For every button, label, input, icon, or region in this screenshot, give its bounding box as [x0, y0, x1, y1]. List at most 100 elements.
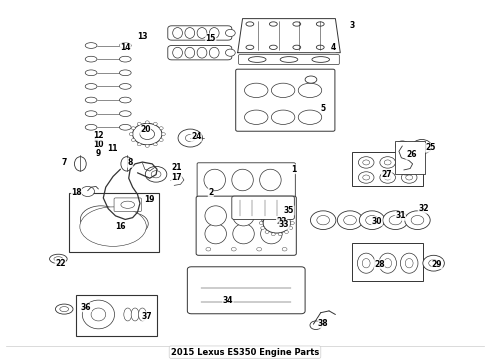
Ellipse shape: [270, 22, 277, 26]
Ellipse shape: [317, 22, 324, 26]
Circle shape: [131, 127, 135, 130]
Circle shape: [137, 143, 141, 146]
Ellipse shape: [246, 22, 254, 26]
Ellipse shape: [85, 111, 97, 117]
Ellipse shape: [362, 258, 370, 268]
Circle shape: [261, 217, 265, 220]
Circle shape: [146, 121, 149, 124]
Text: 7: 7: [62, 158, 67, 167]
Ellipse shape: [80, 207, 147, 246]
Ellipse shape: [380, 157, 395, 168]
Ellipse shape: [225, 30, 235, 37]
Ellipse shape: [49, 254, 67, 264]
Ellipse shape: [80, 206, 122, 233]
Text: 11: 11: [107, 144, 117, 153]
Text: 29: 29: [432, 260, 442, 269]
Text: 28: 28: [374, 260, 385, 269]
Ellipse shape: [271, 110, 295, 125]
Ellipse shape: [401, 172, 417, 183]
Ellipse shape: [185, 134, 195, 141]
Ellipse shape: [120, 42, 131, 48]
Circle shape: [131, 139, 135, 141]
Ellipse shape: [131, 308, 139, 321]
Ellipse shape: [85, 42, 97, 48]
Ellipse shape: [312, 57, 330, 62]
Circle shape: [231, 247, 236, 251]
Ellipse shape: [60, 307, 69, 312]
Ellipse shape: [197, 28, 207, 39]
Text: 18: 18: [71, 188, 82, 197]
Text: 27: 27: [381, 170, 392, 179]
Ellipse shape: [245, 83, 268, 98]
Circle shape: [278, 233, 282, 236]
Ellipse shape: [85, 56, 97, 62]
FancyBboxPatch shape: [236, 69, 335, 131]
Text: 36: 36: [81, 303, 92, 312]
Ellipse shape: [120, 111, 131, 117]
FancyBboxPatch shape: [168, 45, 232, 60]
FancyBboxPatch shape: [114, 198, 142, 212]
FancyBboxPatch shape: [187, 267, 305, 314]
Ellipse shape: [185, 47, 195, 58]
Ellipse shape: [389, 216, 402, 225]
Ellipse shape: [298, 110, 322, 125]
Circle shape: [137, 122, 141, 125]
Text: 35: 35: [284, 206, 294, 215]
Circle shape: [265, 213, 269, 216]
Ellipse shape: [363, 160, 369, 165]
Text: 15: 15: [206, 34, 216, 43]
Ellipse shape: [85, 97, 97, 103]
FancyBboxPatch shape: [197, 163, 295, 197]
Ellipse shape: [151, 171, 161, 178]
Ellipse shape: [380, 172, 395, 183]
Circle shape: [278, 210, 282, 213]
Ellipse shape: [120, 56, 131, 62]
Ellipse shape: [117, 213, 148, 234]
Circle shape: [206, 247, 211, 251]
Ellipse shape: [280, 57, 298, 62]
Ellipse shape: [366, 216, 378, 225]
Bar: [352, 152, 423, 186]
Bar: [69, 193, 159, 252]
Text: 2: 2: [208, 188, 214, 197]
Ellipse shape: [311, 211, 336, 229]
Text: 21: 21: [172, 163, 182, 172]
Ellipse shape: [120, 70, 131, 76]
Ellipse shape: [358, 172, 374, 183]
FancyBboxPatch shape: [196, 196, 296, 255]
Ellipse shape: [384, 160, 391, 165]
Ellipse shape: [383, 211, 408, 229]
Ellipse shape: [85, 70, 97, 76]
Circle shape: [159, 139, 163, 141]
Ellipse shape: [120, 84, 131, 89]
Text: 38: 38: [318, 319, 328, 328]
Ellipse shape: [82, 300, 115, 329]
Ellipse shape: [54, 257, 63, 261]
Ellipse shape: [209, 28, 219, 39]
Ellipse shape: [85, 125, 97, 130]
Ellipse shape: [401, 157, 417, 168]
Ellipse shape: [400, 253, 418, 273]
Ellipse shape: [120, 125, 131, 130]
Ellipse shape: [204, 169, 225, 191]
Ellipse shape: [395, 141, 409, 151]
Text: 16: 16: [115, 222, 125, 231]
Ellipse shape: [359, 211, 385, 229]
Ellipse shape: [293, 22, 301, 26]
Text: 2015 Lexus ES350 Engine Parts: 2015 Lexus ES350 Engine Parts: [171, 348, 319, 357]
Circle shape: [146, 144, 149, 147]
Ellipse shape: [379, 253, 396, 273]
Ellipse shape: [271, 83, 295, 98]
Ellipse shape: [298, 83, 322, 98]
Ellipse shape: [233, 206, 254, 226]
Ellipse shape: [225, 49, 235, 56]
Ellipse shape: [423, 255, 444, 271]
Text: 9: 9: [96, 149, 101, 158]
Text: 5: 5: [320, 104, 326, 113]
Circle shape: [289, 226, 293, 229]
Ellipse shape: [139, 308, 147, 321]
Ellipse shape: [146, 166, 167, 182]
Ellipse shape: [384, 258, 392, 268]
Circle shape: [129, 133, 133, 135]
Text: 24: 24: [191, 132, 201, 141]
